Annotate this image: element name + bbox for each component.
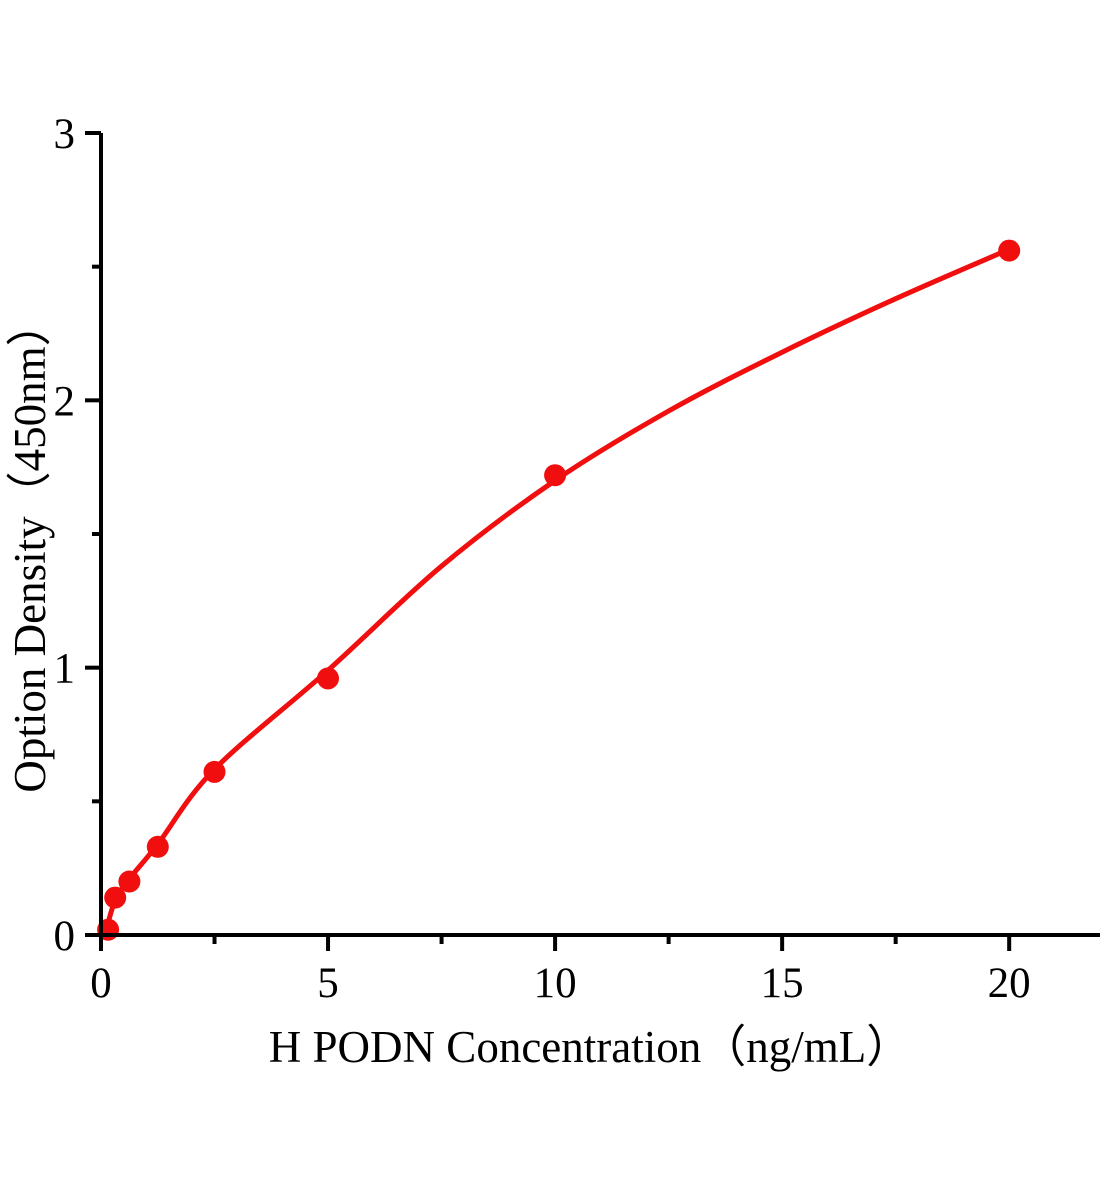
x-tick-label: 15: [761, 960, 804, 1007]
y-axis-title: Option Density（450nm）: [5, 301, 55, 793]
fitted-curve-path: [103, 246, 1012, 935]
data-point-marker: [544, 464, 567, 487]
x-axis-title: H PODN Concentration（ng/mL）: [268, 1022, 912, 1072]
data-point-marker: [317, 667, 339, 690]
x-tick-label: 5: [317, 960, 339, 1007]
x-tick-label: 10: [534, 960, 577, 1007]
data-point-marker: [104, 886, 127, 909]
data-point-marker: [998, 239, 1021, 262]
x-tick-label: 20: [988, 960, 1031, 1007]
y-tick-label: 2: [54, 378, 76, 425]
data-point-marker: [146, 835, 169, 858]
data-point-marker: [118, 870, 141, 893]
x-tick-label: 0: [90, 960, 112, 1007]
y-tick-label: 0: [54, 913, 76, 960]
data-point-marker: [203, 760, 226, 783]
y-tick-label: 3: [54, 111, 76, 158]
y-tick-label: 1: [54, 646, 76, 693]
